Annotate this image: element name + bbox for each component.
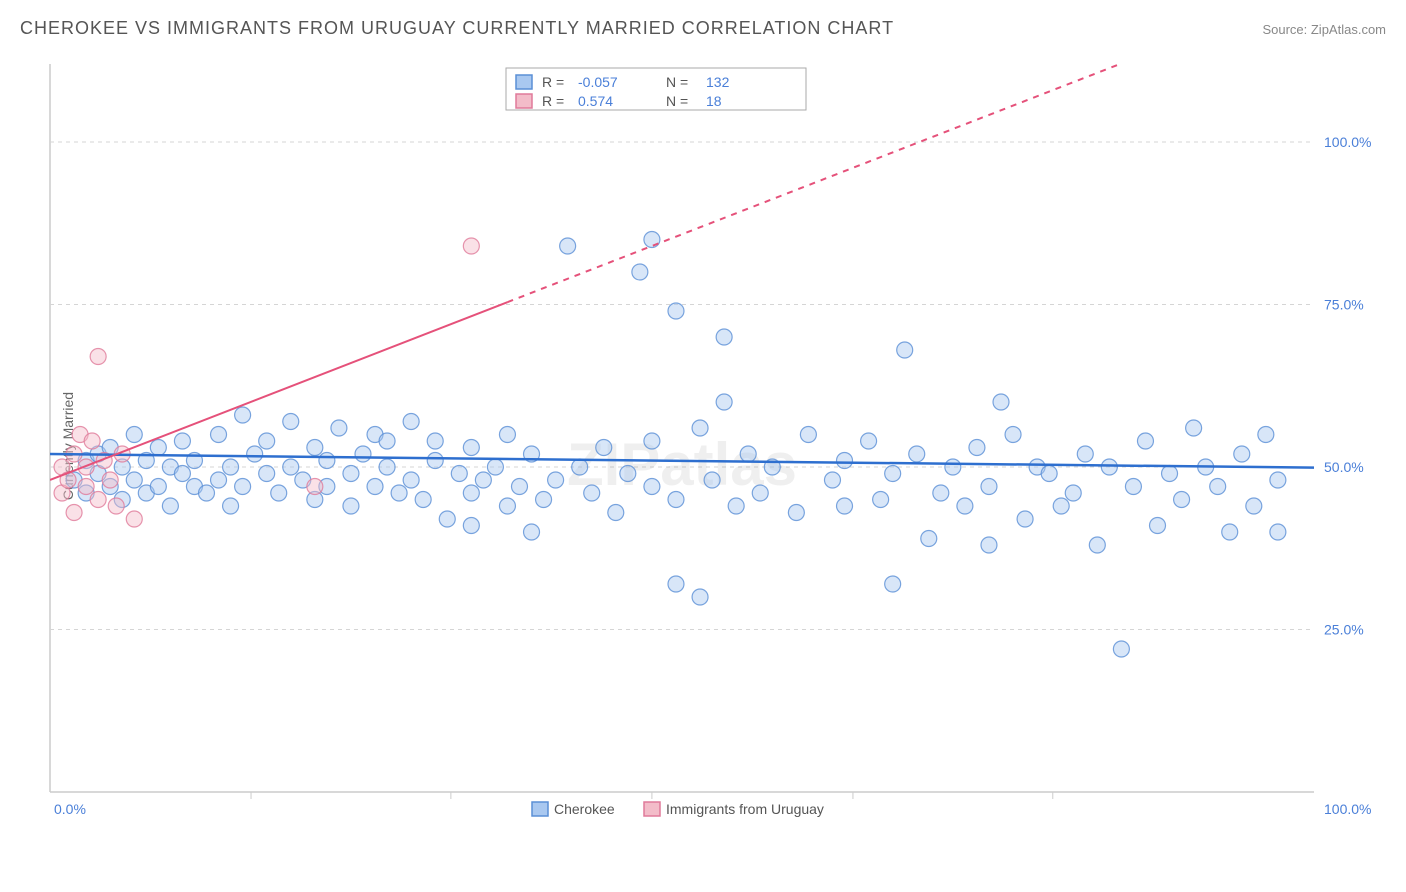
svg-text:-0.057: -0.057: [578, 74, 618, 90]
svg-text:100.0%: 100.0%: [1324, 801, 1371, 817]
scatter-chart: 25.0%50.0%75.0%100.0%0.0%100.0%ZIPatlasR…: [46, 60, 1386, 828]
svg-text:75.0%: 75.0%: [1324, 297, 1364, 313]
source-label: Source: ZipAtlas.com: [1262, 22, 1386, 37]
svg-text:Cherokee: Cherokee: [554, 801, 615, 817]
svg-text:R =: R =: [542, 74, 564, 90]
chart-title: CHEROKEE VS IMMIGRANTS FROM URUGUAY CURR…: [20, 18, 894, 39]
svg-text:50.0%: 50.0%: [1324, 459, 1364, 475]
plot-area: 25.0%50.0%75.0%100.0%0.0%100.0%ZIPatlasR…: [46, 60, 1386, 828]
svg-text:0.574: 0.574: [578, 93, 613, 109]
svg-text:N =: N =: [666, 93, 688, 109]
svg-text:0.0%: 0.0%: [54, 801, 86, 817]
svg-text:132: 132: [706, 74, 730, 90]
svg-text:18: 18: [706, 93, 722, 109]
svg-text:100.0%: 100.0%: [1324, 134, 1371, 150]
svg-text:N =: N =: [666, 74, 688, 90]
svg-text:Immigrants from Uruguay: Immigrants from Uruguay: [666, 801, 824, 817]
svg-text:R =: R =: [542, 93, 564, 109]
svg-text:25.0%: 25.0%: [1324, 622, 1364, 638]
